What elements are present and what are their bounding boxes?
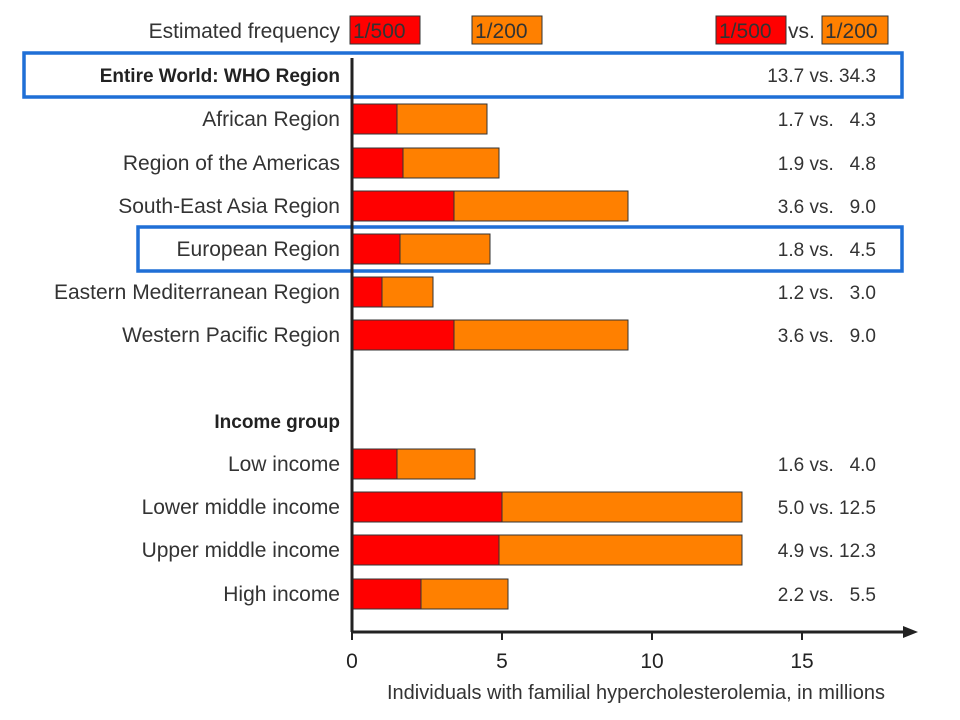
- legend-vs-label: vs.: [788, 20, 815, 43]
- annotation-european-region: 1.8 vs. 4.5: [778, 240, 876, 261]
- bar-low-african-region: [351, 103, 398, 135]
- annotation-high-income: 2.2 vs. 5.5: [778, 585, 876, 606]
- bar-low-upper-middle-income: [351, 534, 500, 566]
- x-tick-label-15: 15: [790, 650, 813, 673]
- legend-compare-low: [715, 15, 787, 45]
- row-label-high-income: High income: [223, 583, 340, 606]
- row-label-south-east-asia-region: South-East Asia Region: [118, 195, 340, 218]
- legend-compare-high: [821, 15, 889, 45]
- axes: 0 5 10 15 Individuals with familial hypercho…: [346, 58, 918, 704]
- x-tick-label-0: 0: [346, 650, 358, 673]
- row-label-african-region: African Region: [202, 108, 340, 131]
- legend-prefix: Estimated frequency: [149, 20, 341, 43]
- x-axis-title: Individuals with familial hypercholester…: [387, 682, 885, 704]
- legend-swatch-low: [349, 15, 421, 45]
- value-annotations: 13.7 vs. 34.3 1.7 vs. 4.3 1.9 vs. 4.8 3.6 v…: [767, 66, 876, 606]
- highlight-box-entire-world-who-region: [22, 51, 904, 99]
- bars: [351, 103, 743, 610]
- annotation-western-pacific-region: 3.6 vs. 9.0: [778, 326, 876, 347]
- row-label-lower-middle-income: Lower middle income: [142, 496, 340, 519]
- annotation-south-east-asia-region: 3.6 vs. 9.0: [778, 197, 876, 218]
- legend-compare-high-label: 1/200: [825, 20, 878, 43]
- x-tick-label-5: 5: [496, 650, 508, 673]
- row-label-low-income: Low income: [228, 453, 340, 476]
- legend: Estimated frequency 1/500 1/200 1/500 1/200 v…: [149, 15, 889, 45]
- highlight-boxes: [22, 51, 904, 273]
- row-label-upper-middle-income: Upper middle income: [142, 539, 340, 562]
- bar-low-eastern-mediterranean-region: [351, 276, 383, 308]
- bar-low-european-region: [351, 233, 401, 265]
- bar-low-south-east-asia-region: [351, 190, 455, 222]
- annotation-entire-world-who-region: 13.7 vs. 34.3: [767, 66, 876, 87]
- annotation-lower-middle-income: 5.0 vs. 12.5: [778, 498, 876, 519]
- row-label-eastern-mediterranean-region: Eastern Mediterranean Region: [54, 281, 340, 304]
- row-label-region-of-the-americas: Region of the Americas: [123, 152, 340, 175]
- bar-low-high-income: [351, 578, 422, 610]
- annotation-region-of-the-americas: 1.9 vs. 4.8: [778, 154, 876, 175]
- annotation-low-income: 1.6 vs. 4.0: [778, 455, 876, 476]
- row-label-income-group: Income group: [214, 412, 340, 433]
- legend-swatch-high: [471, 15, 543, 45]
- annotation-eastern-mediterranean-region: 1.2 vs. 3.0: [778, 283, 876, 304]
- bar-low-lower-middle-income: [351, 491, 503, 523]
- legend-swatch-low-label: 1/500: [353, 20, 406, 43]
- bar-low-western-pacific-region: [351, 319, 455, 351]
- row-label-western-pacific-region: Western Pacific Region: [122, 324, 340, 347]
- annotation-upper-middle-income: 4.9 vs. 12.3: [778, 541, 876, 562]
- row-label-entire-world-who-region: Entire World: WHO Region: [100, 66, 340, 87]
- bar-low-region-of-the-americas: [351, 147, 404, 179]
- bar-low-low-income: [351, 448, 398, 480]
- row-labels: Entire World: WHO Region African Region Re…: [54, 66, 340, 606]
- legend-swatch-high-label: 1/200: [475, 20, 528, 43]
- legend-compare-low-label: 1/500: [719, 20, 772, 43]
- row-label-european-region: European Region: [177, 238, 340, 261]
- x-axis-arrowhead: [903, 626, 918, 638]
- x-tick-label-10: 10: [640, 650, 663, 673]
- highlight-box-european-region: [136, 225, 904, 273]
- annotation-african-region: 1.7 vs. 4.3: [778, 110, 876, 131]
